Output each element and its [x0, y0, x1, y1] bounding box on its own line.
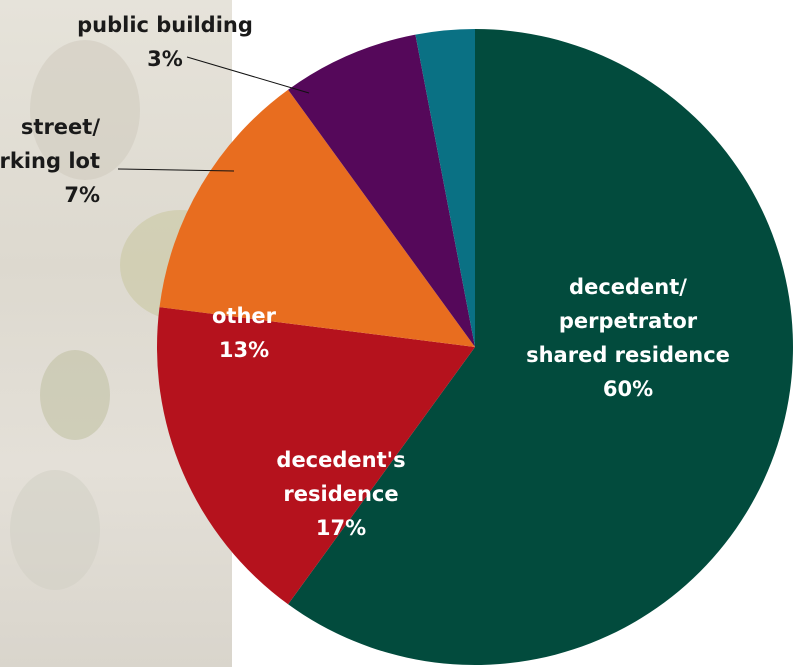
slice-label-line: 7%: [64, 183, 100, 207]
slice-label-line: 60%: [603, 377, 653, 401]
pie-slice: [415, 29, 475, 347]
slice-label: public building 3%: [77, 13, 253, 71]
pie-slice: [288, 34, 475, 347]
pie-slice: [159, 89, 476, 347]
background-blob: [10, 470, 100, 590]
slice-label-line: public building: [77, 13, 253, 37]
slice-label-line: 13%: [219, 338, 269, 362]
background-blob: [30, 40, 140, 180]
slice-label-line: parking lot: [0, 149, 100, 173]
slice-label: street/parking lot 7%: [0, 115, 100, 207]
slice-label-line: 3%: [147, 47, 183, 71]
slice-label-line: decedent's: [276, 448, 405, 472]
slice-label: other 13%: [212, 304, 277, 362]
slice-label-line: street/: [21, 115, 100, 139]
background-blob: [40, 350, 110, 440]
leader-lines: [117, 56, 310, 172]
leader-line: [186, 56, 310, 94]
slice-label-line: perpetrator: [559, 309, 698, 333]
slice-label-line: decedent/: [569, 275, 687, 299]
pie-slices: [156, 29, 794, 666]
slice-label-line: other: [212, 304, 277, 328]
pie-slice: [156, 307, 475, 605]
slice-labels: decedent/perpetrator shared residence 60%d…: [0, 13, 730, 540]
slice-label-line: 17%: [316, 516, 366, 540]
pie-slice: [288, 29, 794, 666]
slice-label: decedent/perpetrator shared residence 60%: [526, 275, 730, 401]
slice-label-line: residence: [283, 482, 398, 506]
slice-label-line: shared residence: [526, 343, 730, 367]
slice-label: decedent's residence 17%: [276, 448, 405, 540]
leader-line: [117, 168, 235, 172]
